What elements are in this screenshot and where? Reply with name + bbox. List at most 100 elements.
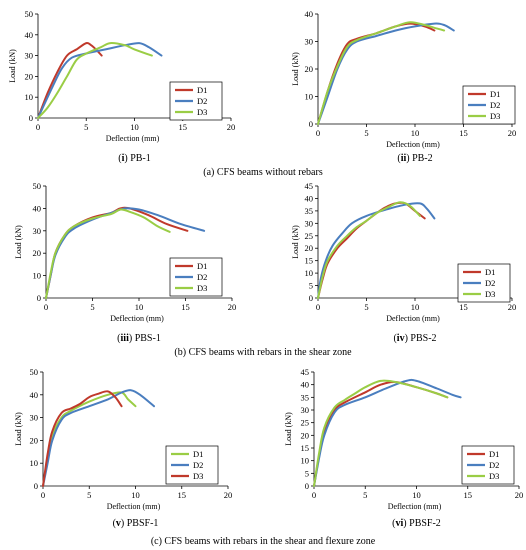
legend-label-d3: D3 — [197, 107, 207, 117]
x-tick-label: 20 — [228, 302, 237, 312]
y-tick-label: 10 — [305, 268, 314, 278]
series-line-d3 — [37, 42, 153, 119]
legend-label-d2: D2 — [489, 460, 499, 470]
series-line-d3 — [42, 390, 123, 487]
legend-label-d3: D3 — [197, 283, 207, 293]
x-tick-label: 20 — [227, 122, 236, 132]
x-tick-label: 10 — [411, 128, 420, 138]
x-tick-label: 15 — [459, 128, 468, 138]
legend-label-d3: D3 — [193, 471, 203, 481]
series-line-d1 — [45, 206, 189, 299]
panel-caption: (i) PB-1 — [118, 153, 151, 164]
series-line-d3 — [317, 201, 421, 299]
x-tick-label: 20 — [508, 128, 517, 138]
y-tick-label: 30 — [30, 413, 39, 423]
x-tick-label: 15 — [181, 302, 190, 312]
x-axis-label: Deflection (mm) — [388, 502, 442, 511]
x-tick-label: 5 — [364, 302, 368, 312]
x-tick-label: 10 — [411, 302, 420, 312]
x-tick-label: 0 — [36, 122, 40, 132]
x-tick-label: 10 — [135, 302, 144, 312]
y-tick-label: 25 — [305, 231, 314, 241]
y-tick-label: 30 — [305, 218, 314, 228]
y-tick-label: 0 — [37, 293, 41, 303]
x-tick-label: 20 — [224, 490, 233, 500]
y-tick-label: 30 — [33, 226, 42, 236]
x-tick-label: 5 — [87, 490, 91, 500]
y-tick-label: 45 — [301, 367, 310, 377]
y-tick-label: 30 — [305, 37, 314, 47]
y-axis-label: Load (kN) — [291, 52, 300, 86]
x-axis-label: Deflection (mm) — [110, 314, 164, 323]
chart-panel-5: 0 5 10 15 20 0 10 20 30 40 50 Deflection (mm) Load (… — [14, 367, 232, 529]
x-axis-label: Deflection (mm) — [107, 502, 161, 511]
legend-label-d2: D2 — [193, 460, 203, 470]
y-tick-label: 25 — [301, 418, 310, 428]
y-tick-label: 0 — [309, 119, 313, 129]
y-tick-label: 15 — [301, 443, 310, 453]
y-axis-label: Load (kN) — [8, 49, 17, 83]
legend-label-d1: D1 — [485, 267, 495, 277]
legend-label-d2: D2 — [490, 100, 500, 110]
y-tick-label: 40 — [25, 30, 34, 40]
y-tick-label: 40 — [305, 193, 314, 203]
section-caption-b: (b) CFS beams with rebars in the shear z… — [174, 347, 352, 358]
y-tick-label: 40 — [30, 390, 39, 400]
y-tick-label: 0 — [34, 481, 38, 491]
y-tick-label: 50 — [30, 367, 39, 377]
y-tick-label: 10 — [305, 92, 314, 102]
legend-label-d1: D1 — [490, 89, 500, 99]
panel-caption: (iv) PBS-2 — [393, 333, 436, 344]
legend-label-d1: D1 — [197, 85, 207, 95]
y-tick-label: 40 — [301, 380, 310, 390]
panel-caption: (iii) PBS-1 — [117, 333, 161, 344]
chart-panel-2: 0 5 10 15 20 0 10 20 30 40 Deflection (mm) Load (kN… — [291, 9, 516, 164]
y-tick-label: 5 — [309, 281, 313, 291]
x-tick-label: 0 — [316, 302, 320, 312]
series-line-d1 — [37, 41, 103, 119]
x-tick-label: 10 — [131, 490, 140, 500]
y-tick-label: 10 — [33, 271, 42, 281]
y-tick-label: 30 — [25, 51, 34, 61]
panel-caption: (vi) PBSF-2 — [392, 518, 441, 529]
y-tick-label: 20 — [30, 435, 39, 445]
x-tick-label: 20 — [515, 490, 524, 500]
legend-label-d2: D2 — [197, 272, 207, 282]
legend-label-d3: D3 — [490, 111, 500, 121]
section-caption-a: (a) CFS beams without rebars — [203, 167, 323, 178]
series-line-d2 — [317, 22, 455, 125]
legend-label-d1: D1 — [197, 261, 207, 271]
y-tick-label: 20 — [305, 64, 314, 74]
y-tick-label: 15 — [305, 256, 314, 266]
y-axis-label: Load (kN) — [291, 225, 300, 259]
x-tick-label: 0 — [316, 128, 320, 138]
y-tick-label: 20 — [25, 71, 34, 81]
y-tick-label: 10 — [25, 92, 34, 102]
y-tick-label: 20 — [305, 243, 314, 253]
legend-label-d1: D1 — [489, 449, 499, 459]
legend-label-d1: D1 — [193, 449, 203, 459]
chart-panel-1: 0 5 10 15 20 0 10 20 30 40 50 Deflection (mm) Load (… — [8, 9, 235, 164]
series-line-d3 — [45, 208, 171, 299]
section-caption-c: (c) CFS beams with rebars in the shear a… — [151, 536, 376, 547]
x-tick-label: 5 — [364, 128, 368, 138]
y-axis-label: Load (kN) — [14, 412, 23, 446]
x-axis-label: Deflection (mm) — [386, 314, 440, 323]
y-tick-label: 50 — [25, 9, 34, 19]
x-tick-label: 20 — [508, 302, 517, 312]
x-tick-label: 0 — [312, 490, 316, 500]
legend-label-d3: D3 — [489, 471, 499, 481]
series-line-d2 — [42, 389, 155, 487]
x-tick-label: 15 — [178, 490, 187, 500]
chart-panel-6: 0 5 10 15 20 0 5 10 15 20 25 30 35 40 45 Deflection (mm… — [284, 367, 523, 529]
y-tick-label: 45 — [305, 181, 314, 191]
x-tick-label: 15 — [179, 122, 188, 132]
y-tick-label: 50 — [33, 181, 42, 191]
y-axis-label: Load (kN) — [14, 225, 23, 259]
